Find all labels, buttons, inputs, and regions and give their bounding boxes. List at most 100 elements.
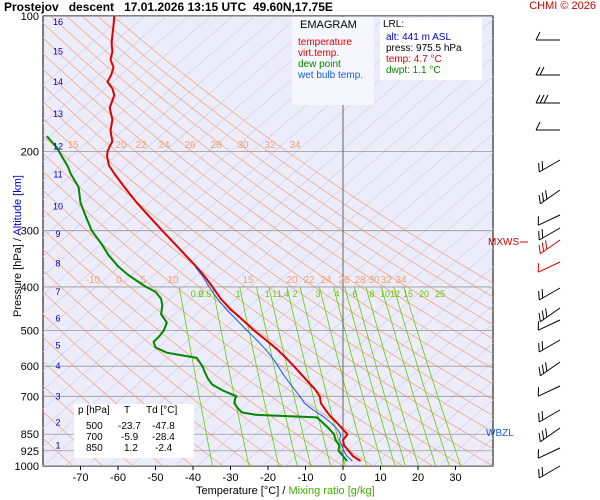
wind-barb-flag — [541, 411, 544, 421]
isotherm-guide — [394, 380, 493, 466]
pressure-tick-label: 100 — [21, 11, 39, 23]
wind-barb-flag — [541, 310, 545, 320]
x-tick-label: 10 — [374, 472, 386, 484]
pressure-tick-label: 600 — [21, 361, 39, 373]
dry-adiabat — [50, 16, 493, 340]
wind-barb-shaft — [538, 159, 561, 173]
pressure-tick-label: 200 — [21, 146, 39, 158]
adiabat-label: 0 — [116, 275, 122, 286]
altitude-tick-label: 12 — [53, 142, 63, 152]
wind-barb-flag — [545, 362, 548, 372]
dry-adiabat — [43, 37, 493, 369]
wind-barb-flag — [538, 244, 541, 254]
isotherm-guide — [262, 266, 493, 466]
wind-barb-flag — [541, 364, 545, 374]
isotherm-guide — [43, 16, 168, 124]
wind-barb — [537, 385, 561, 397]
x-tick-label: 20 — [412, 472, 424, 484]
wind-barb-flag — [538, 312, 541, 322]
isotherm-guide — [43, 37, 493, 429]
isotherm-guide — [571, 16, 600, 466]
wind-barb-flag — [538, 469, 540, 479]
wind-barb-line — [538, 261, 561, 273]
wind-barb-shaft — [537, 319, 561, 331]
wind-barb — [538, 227, 561, 241]
wind-barb-shaft — [538, 339, 561, 353]
isotherm-guide — [43, 16, 146, 105]
adiabat-label: 30 — [237, 140, 249, 151]
mixing-ratio-label: 0.2 — [191, 289, 204, 299]
isotherm-guide — [240, 247, 493, 466]
wind-barb-flag — [537, 263, 539, 273]
wind-barb-shaft — [538, 465, 561, 479]
legend-item-virt-temp: virt.temp. — [298, 48, 340, 59]
wind-barb-flag — [537, 387, 539, 397]
wind-barb — [537, 261, 561, 273]
table-row-850-p: 850 — [86, 443, 103, 454]
wind-barb — [538, 239, 561, 255]
isotherm-guide — [593, 16, 600, 466]
adiabat-label: 28 — [354, 275, 366, 286]
adiabat-label: 15 — [242, 275, 254, 286]
wind-barb — [538, 339, 561, 353]
wind-barb-line — [538, 227, 561, 241]
isotherm-guide — [196, 209, 493, 466]
wind-barb-line — [538, 465, 561, 479]
wind-barb-flag — [539, 66, 545, 76]
wind-barb-flag — [535, 31, 541, 41]
wbzl-marker: WBZL — [486, 428, 514, 439]
dry-adiabat — [66, 16, 493, 325]
pressure-tick-label: 700 — [21, 391, 39, 403]
mixing-ratio-label: 12 — [390, 289, 400, 299]
x-tick-label: 0 — [340, 472, 346, 484]
altitude-tick-label: 16 — [53, 17, 63, 27]
wind-barb-flag — [545, 240, 548, 250]
wind-barb-shaft — [535, 31, 560, 41]
isotherm-guide — [108, 133, 493, 466]
table-row-850-t: 1.2 — [124, 443, 138, 454]
adiabat-label: 15 — [67, 140, 79, 151]
wind-barb-flag — [538, 163, 540, 173]
isotherm-guide — [43, 16, 366, 296]
y-axis-title: Pressure [hPa] / Altitude [km] — [12, 175, 24, 317]
isotherm-guide — [43, 16, 234, 181]
isotherm-guide — [350, 342, 493, 466]
x-tick-label: -70 — [73, 472, 89, 484]
wind-barb-shaft — [537, 447, 561, 459]
isotherm-guide — [218, 228, 493, 466]
wind-barb-flag — [541, 161, 544, 171]
lrl-title: LRL: — [383, 19, 405, 30]
adiabat-label: -10 — [86, 275, 101, 286]
adiabat-label: 20 — [286, 275, 298, 286]
isotherm-guide — [43, 16, 190, 143]
x-tick-label: -20 — [260, 472, 276, 484]
adiabat-label: 22 — [303, 275, 315, 286]
wind-barb-flag — [537, 216, 539, 226]
wind-barb-flag — [541, 229, 544, 239]
altitude-tick-label: 3 — [55, 391, 60, 401]
pressure-tick-label: 925 — [21, 446, 39, 458]
isotherm-guide — [43, 16, 300, 239]
isotherm-guide — [43, 16, 256, 200]
altitude-tick-label: 7 — [55, 287, 60, 297]
adiabat-label: 24 — [158, 140, 170, 151]
wind-barb-flag — [541, 341, 544, 351]
legend-item-wet-bulb: wet bulb temp. — [298, 70, 364, 81]
altitude-tick-label: 14 — [53, 77, 63, 87]
dry-adiabat — [97, 16, 493, 298]
table-header-t: T — [124, 405, 131, 416]
wind-barb-line — [538, 319, 561, 331]
isotherm-guide — [306, 304, 493, 466]
wind-barb — [538, 465, 561, 479]
pressure-tick-label: 500 — [21, 326, 39, 338]
adiabat-label: 26 — [184, 140, 196, 151]
wind-barb-line — [538, 159, 561, 173]
wind-barb-flag — [537, 449, 539, 459]
wind-barb-shaft — [538, 409, 561, 423]
wind-barb-flag — [538, 343, 540, 353]
wind-barb — [538, 427, 561, 443]
wind-barb-line — [538, 447, 561, 459]
wind-barb-flag — [541, 192, 545, 202]
altitude-tick-label: 15 — [53, 47, 63, 57]
mixing-ratio-label: 10 — [380, 289, 390, 299]
